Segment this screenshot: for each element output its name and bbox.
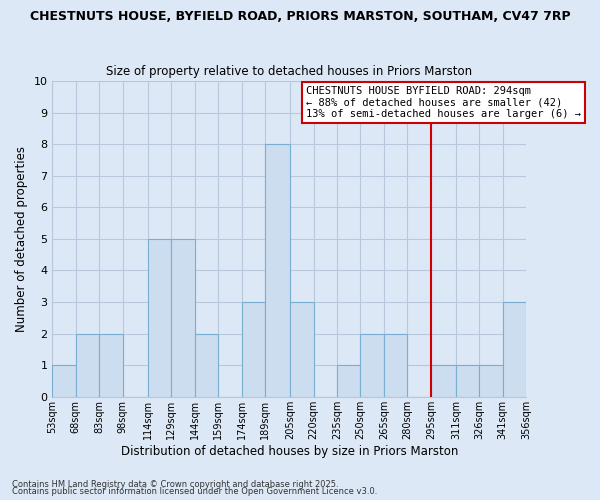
Bar — [148, 239, 171, 397]
Bar — [52, 365, 76, 397]
Text: Contains HM Land Registry data © Crown copyright and database right 2025.: Contains HM Land Registry data © Crown c… — [12, 480, 338, 489]
X-axis label: Distribution of detached houses by size in Priors Marston: Distribution of detached houses by size … — [121, 444, 458, 458]
Bar — [242, 302, 265, 397]
Bar — [384, 334, 407, 397]
Bar — [76, 334, 100, 397]
Text: CHESTNUTS HOUSE BYFIELD ROAD: 294sqm
← 88% of detached houses are smaller (42)
1: CHESTNUTS HOUSE BYFIELD ROAD: 294sqm ← 8… — [306, 86, 581, 119]
Y-axis label: Number of detached properties: Number of detached properties — [15, 146, 28, 332]
Bar — [171, 239, 195, 397]
Bar — [265, 144, 290, 397]
Bar — [361, 334, 384, 397]
Bar — [503, 302, 526, 397]
Bar — [337, 365, 361, 397]
Text: CHESTNUTS HOUSE, BYFIELD ROAD, PRIORS MARSTON, SOUTHAM, CV47 7RP: CHESTNUTS HOUSE, BYFIELD ROAD, PRIORS MA… — [29, 10, 571, 23]
Bar — [100, 334, 123, 397]
Bar — [431, 365, 456, 397]
Title: Size of property relative to detached houses in Priors Marston: Size of property relative to detached ho… — [106, 66, 472, 78]
Bar — [290, 302, 314, 397]
Bar — [479, 365, 503, 397]
Bar — [195, 334, 218, 397]
Bar — [456, 365, 479, 397]
Text: Contains public sector information licensed under the Open Government Licence v3: Contains public sector information licen… — [12, 487, 377, 496]
